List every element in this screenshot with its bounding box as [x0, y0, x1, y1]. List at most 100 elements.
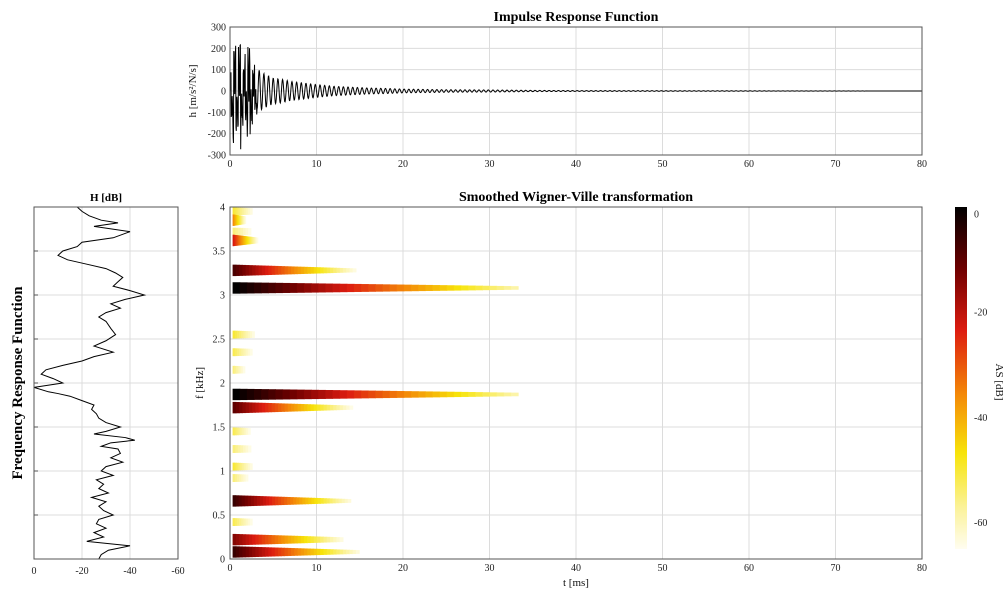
wv-energy-band: [239, 402, 243, 414]
wv-speckle-band: [232, 348, 236, 357]
wv-energy-band: [237, 215, 240, 226]
wv-energy-band: [403, 284, 412, 292]
wv-energy-band: [258, 265, 263, 276]
wv-energy-band: [284, 496, 288, 505]
wv-energy-band: [252, 402, 256, 413]
wv-x-tick-label: 20: [398, 563, 408, 574]
wv-energy-band: [297, 535, 302, 544]
wv-y-tick-label: 3: [220, 291, 225, 302]
wv-energy-band: [389, 284, 398, 292]
wv-energy-band: [349, 405, 354, 410]
wv-energy-band: [244, 216, 246, 225]
wv-energy-band: [236, 215, 238, 226]
wv-energy-band: [244, 216, 247, 225]
wv-energy-band: [238, 235, 241, 246]
wv-energy-band: [237, 215, 239, 226]
wv-energy-band: [242, 235, 245, 245]
wv-energy-band: [253, 495, 258, 506]
wv-y-tick-label: 4: [220, 203, 225, 214]
wv-energy-band: [333, 549, 337, 555]
wv-energy-band: [248, 236, 250, 245]
wv-energy-band: [232, 495, 237, 507]
colorbar-tick-label: -60: [974, 518, 987, 529]
wv-x-tick-label: 10: [312, 563, 322, 574]
wv-energy-band: [303, 548, 308, 556]
wv-energy-band: [261, 547, 266, 557]
wv-energy-band: [297, 403, 302, 412]
wv-energy-band: [282, 282, 291, 293]
wv-energy-band: [255, 237, 257, 244]
wv-energy-band: [262, 496, 267, 506]
wv-speckle-band: [234, 365, 237, 374]
wv-energy-band: [336, 405, 341, 411]
wv-x-tick-label: 70: [831, 563, 841, 574]
wv-energy-band: [396, 391, 405, 398]
wv-x-axis-label: t [ms]: [563, 577, 589, 589]
wv-energy-band: [258, 534, 263, 545]
wv-energy-band: [403, 391, 412, 398]
wv-energy-band: [344, 498, 349, 503]
frf-title: H [dB]: [90, 192, 122, 204]
wv-energy-band: [446, 285, 455, 291]
wv-energy-band: [256, 237, 259, 244]
irf-series-line: [229, 43, 922, 150]
wv-energy-band: [281, 266, 286, 275]
wv-energy-band: [235, 402, 240, 414]
wv-energy-band: [258, 547, 263, 557]
wv-energy-band: [243, 216, 245, 225]
wv-speckle-band: [242, 227, 247, 236]
wv-energy-band: [249, 236, 251, 245]
wv-energy-band: [425, 391, 434, 398]
wv-energy-band: [311, 497, 315, 505]
wv-energy-band: [346, 549, 350, 555]
irf-y-tick-label: 200: [211, 44, 226, 55]
wv-speckle-band: [241, 518, 245, 526]
wv-energy-band: [254, 237, 256, 244]
frf-x-tick-label: -60: [171, 566, 184, 577]
wv-energy-band: [254, 282, 262, 294]
irf-x-tick-label: 10: [312, 159, 322, 170]
wv-x-tick-label: 0: [228, 563, 233, 574]
wv-energy-band: [411, 391, 419, 398]
wv-energy-band: [242, 534, 247, 546]
wv-energy-band: [239, 264, 243, 276]
wv-speckle-band: [239, 348, 242, 356]
wv-energy-band: [341, 498, 346, 504]
wv-energy-band: [265, 402, 269, 413]
wv-energy-band: [347, 499, 352, 503]
wv-energy-band: [318, 283, 326, 293]
wv-x-tick-label: 60: [744, 563, 754, 574]
wv-speckle-band: [234, 207, 238, 216]
wv-energy-band: [333, 537, 337, 543]
wv-gridlines: [229, 206, 923, 560]
wv-speckle-band: [234, 462, 238, 471]
wv-energy-band: [418, 391, 426, 398]
wv-energy-band: [232, 234, 235, 247]
wv-energy-band: [389, 390, 398, 398]
wv-energy-band: [418, 284, 426, 292]
wv-energy-band: [252, 237, 254, 244]
wv-energy-band: [310, 404, 315, 411]
wv-energy-band: [240, 235, 242, 246]
wv-energy-band: [255, 546, 260, 557]
irf-y-axis-label: h [m/s²/N/s]: [187, 64, 199, 117]
wv-energy-band: [307, 266, 312, 274]
wv-speckle-band: [247, 348, 251, 356]
wv-energy-band: [271, 535, 276, 545]
wv-energy-band: [313, 267, 318, 274]
wv-energy-band: [234, 214, 236, 226]
irf-x-tick-label: 40: [571, 159, 581, 170]
wv-energy-band: [244, 495, 249, 507]
wv-energy-band: [303, 404, 308, 412]
wv-y-axis-label: f [kHz]: [194, 367, 206, 399]
wv-energy-band: [510, 392, 519, 397]
wv-energy-band: [361, 284, 369, 292]
wv-energy-band: [307, 404, 312, 412]
frequency-response-chart: H [dB] 0 -20 -40 -60 Frequency Response Fun…: [10, 192, 185, 577]
wv-energy-band: [320, 548, 325, 555]
wv-energy-band: [243, 236, 246, 245]
impulse-response-chart: Impulse Response Function 0 10 20 30 40 50 60 7…: [187, 10, 927, 170]
wv-speckle-band: [239, 518, 242, 526]
wv-energy-band: [238, 215, 240, 226]
wv-energy-band: [375, 284, 384, 292]
